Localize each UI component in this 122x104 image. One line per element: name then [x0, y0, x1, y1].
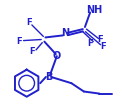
Text: O: O	[53, 51, 61, 61]
Text: F: F	[26, 18, 32, 27]
Text: N: N	[61, 28, 69, 38]
Text: F: F	[98, 35, 103, 44]
Text: F: F	[29, 48, 35, 56]
Text: NH: NH	[86, 5, 102, 15]
Text: F: F	[17, 37, 22, 46]
Text: B: B	[45, 72, 52, 82]
Text: F: F	[100, 42, 105, 51]
Text: F: F	[87, 39, 93, 48]
